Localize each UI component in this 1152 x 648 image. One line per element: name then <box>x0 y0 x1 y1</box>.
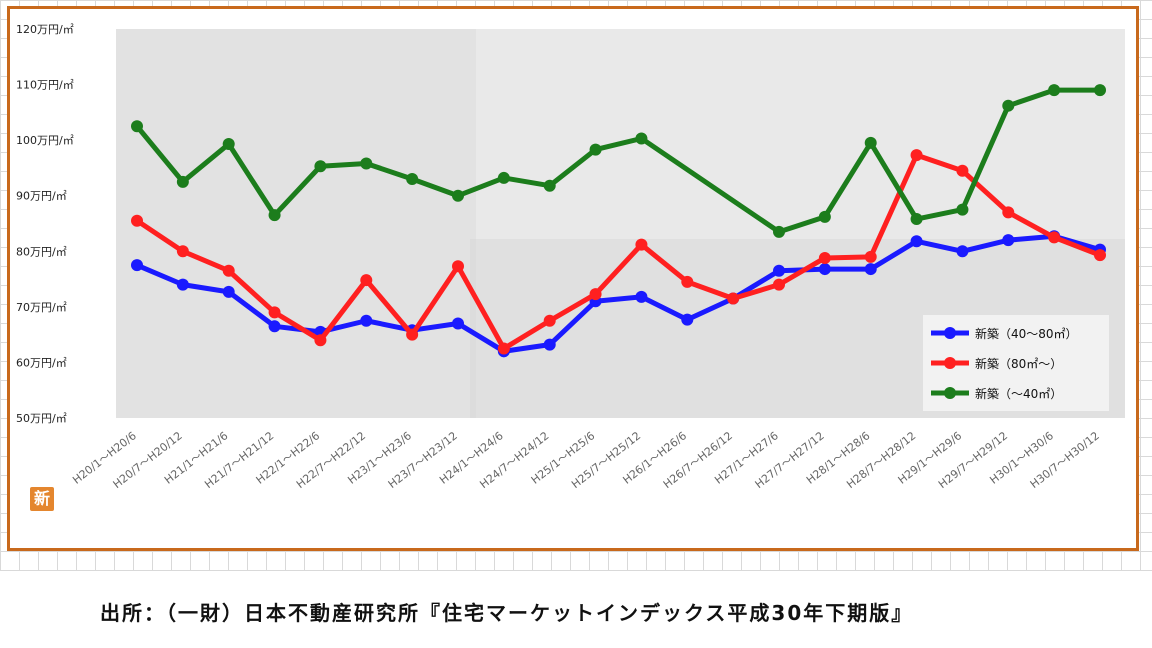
data-point <box>635 290 648 303</box>
y-tick-label: 70万円/㎡ <box>16 301 67 314</box>
y-tick-label: 60万円/㎡ <box>16 356 67 369</box>
data-point <box>268 209 281 222</box>
data-point <box>360 314 373 327</box>
source-text: 出所：（一財）日本不動産研究所『住宅マーケットインデックス平成30年下期版』 <box>100 601 914 625</box>
data-point <box>681 275 694 288</box>
data-point <box>222 138 235 151</box>
data-point <box>589 288 602 301</box>
data-point <box>864 250 877 263</box>
data-point <box>314 160 327 173</box>
data-point <box>910 213 923 226</box>
data-point <box>268 320 281 333</box>
data-point <box>222 285 235 298</box>
data-point <box>727 292 740 305</box>
data-point <box>360 157 373 170</box>
line-chart: 120万円/㎡ 110万円/㎡ 100万円/㎡ 90万円/㎡ 80万円/㎡ 70万円/㎡ 6… <box>16 23 1125 491</box>
source-citation: 出所：（一財）日本不動産研究所『住宅マーケットインデックス平成30年下期版』 <box>0 571 1152 648</box>
data-point <box>681 313 694 326</box>
chart-frame: 120万円/㎡ 110万円/㎡ 100万円/㎡ 90万円/㎡ 80万円/㎡ 70万円/㎡ 6… <box>7 6 1139 551</box>
data-point <box>635 132 648 145</box>
data-point <box>1048 231 1061 244</box>
data-point <box>176 175 189 188</box>
data-point <box>543 314 556 327</box>
data-point <box>773 278 785 291</box>
y-tick-label: 120万円/㎡ <box>16 23 74 36</box>
data-point <box>452 317 464 330</box>
legend-label: 新築（～40㎡） <box>975 386 1062 401</box>
data-point <box>818 210 831 223</box>
legend-swatch-marker <box>944 327 956 339</box>
data-point <box>131 120 143 133</box>
data-point <box>268 306 281 319</box>
data-point <box>1002 206 1015 219</box>
data-point <box>406 328 419 341</box>
data-point <box>176 278 189 291</box>
data-point <box>1094 249 1106 262</box>
data-point <box>497 342 510 355</box>
data-point <box>910 149 923 162</box>
y-tick-label: 80万円/㎡ <box>16 245 67 258</box>
background-shade-left <box>116 29 476 418</box>
y-tick-label: 110万円/㎡ <box>16 79 74 92</box>
data-point <box>543 338 556 351</box>
data-point <box>222 264 235 277</box>
y-tick-label: 100万円/㎡ <box>16 134 74 147</box>
data-point <box>1002 234 1015 247</box>
data-point <box>773 264 785 277</box>
data-point <box>773 225 785 238</box>
data-point <box>956 245 969 258</box>
data-point <box>910 235 923 248</box>
data-point <box>314 334 327 347</box>
legend-label: 新築（40～80㎡） <box>975 326 1078 341</box>
data-point <box>956 164 969 177</box>
data-point <box>452 189 464 202</box>
y-tick-label: 90万円/㎡ <box>16 190 67 203</box>
series-line-2 <box>134 87 1103 235</box>
data-point <box>864 263 877 276</box>
data-point <box>176 245 189 258</box>
data-point <box>452 260 464 273</box>
data-point <box>589 143 602 156</box>
data-point <box>131 259 143 272</box>
legend-label: 新築（80㎡～） <box>975 356 1062 371</box>
data-point <box>497 171 510 184</box>
data-point <box>818 263 831 276</box>
data-point <box>543 179 556 192</box>
data-point <box>635 238 648 251</box>
y-tick-label: 50万円/㎡ <box>16 412 67 425</box>
data-point <box>1002 99 1015 112</box>
data-point <box>864 136 877 149</box>
data-point <box>360 274 373 287</box>
data-point <box>406 173 419 186</box>
shin-badge: 新 <box>30 487 54 511</box>
series-line-1 <box>134 152 1103 352</box>
data-point <box>956 203 969 216</box>
legend-swatch-marker <box>944 357 956 369</box>
legend-swatch-marker <box>944 387 956 399</box>
data-point <box>818 251 831 264</box>
data-point <box>1094 84 1106 97</box>
data-point <box>1048 84 1061 97</box>
data-point <box>131 214 143 227</box>
